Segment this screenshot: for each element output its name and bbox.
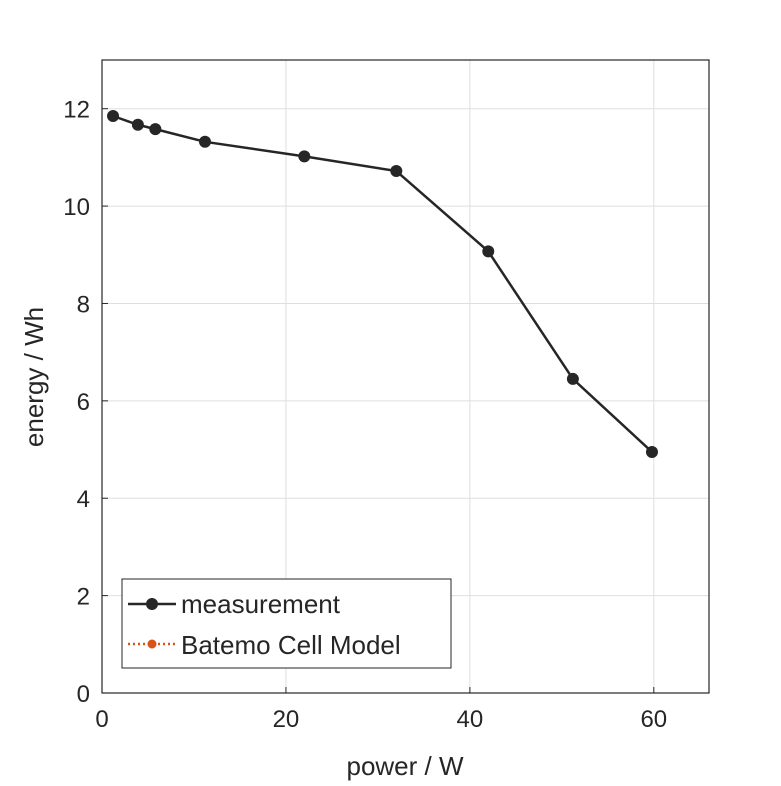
data-point: [390, 165, 403, 178]
y-tick-label: 8: [77, 291, 90, 318]
data-point: [645, 445, 658, 458]
y-axis-label: energy / Wh: [19, 307, 49, 447]
data-point: [199, 135, 212, 148]
y-tick-label: 4: [77, 486, 90, 513]
legend-marker-batemo: [147, 639, 157, 649]
x-tick-label: 60: [640, 706, 667, 733]
y-tick-label: 6: [77, 389, 90, 416]
data-point: [131, 118, 144, 131]
y-tick-label: 2: [77, 584, 90, 611]
x-tick-label: 0: [95, 706, 108, 733]
axis-ticks: 0 20 40 60 0 2 4 6 8 10 12: [63, 97, 667, 733]
data-point: [566, 372, 579, 385]
data-point: [482, 245, 495, 258]
y-tick-label: 10: [63, 194, 90, 221]
x-axis-label: power / W: [346, 751, 463, 781]
legend-label-measurement: measurement: [181, 589, 341, 619]
legend: measurement Batemo Cell Model: [121, 578, 452, 669]
data-point: [107, 109, 120, 122]
y-tick-label: 0: [77, 681, 90, 708]
y-tick-label: 12: [63, 97, 90, 124]
plot-series: [107, 109, 658, 458]
x-tick-label: 20: [273, 706, 300, 733]
data-point: [298, 150, 311, 163]
legend-box: [121, 578, 452, 669]
legend-marker-measurement: [146, 598, 158, 610]
legend-label-batemo: Batemo Cell Model: [181, 630, 401, 660]
series-line-0: [112, 114, 653, 453]
data-point: [149, 123, 162, 136]
plot-frame: [101, 59, 710, 694]
x-tick-label: 40: [457, 706, 484, 733]
